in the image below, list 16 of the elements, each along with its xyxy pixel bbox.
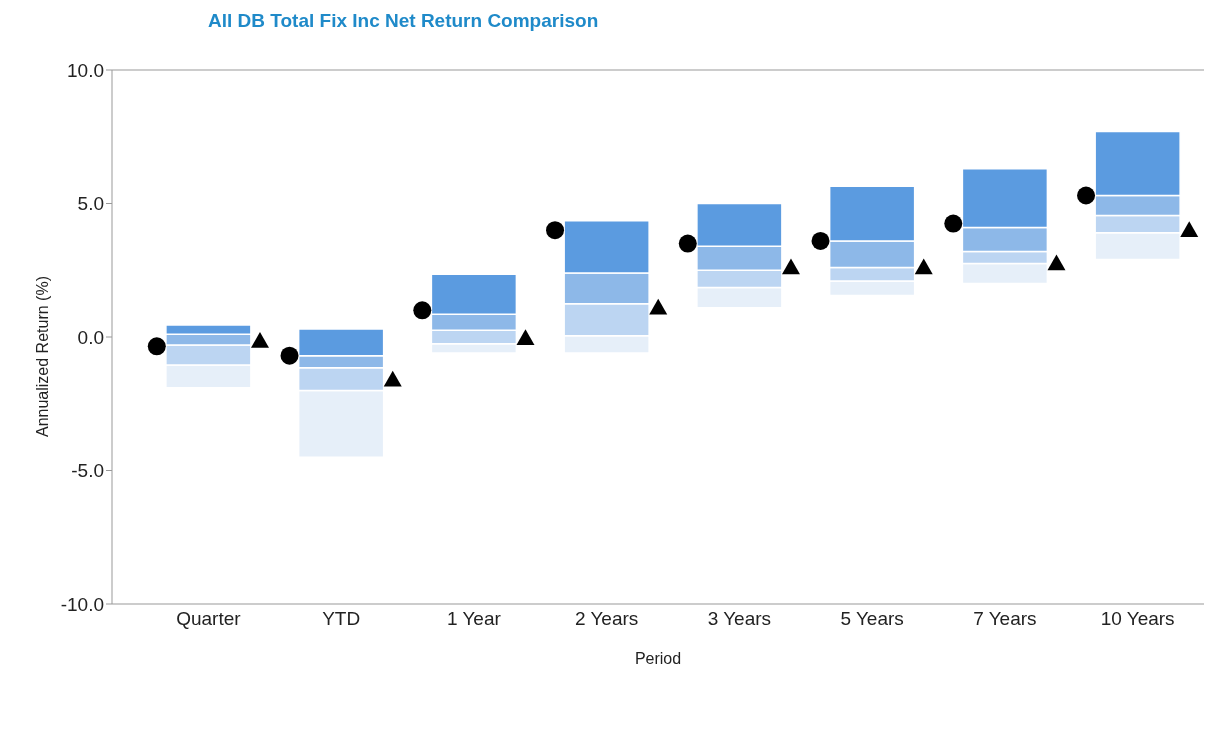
y-tick-label: 5.0 xyxy=(77,193,104,215)
y-tick-label: 0.0 xyxy=(77,326,104,348)
x-tick-label: 2 Years xyxy=(574,608,639,630)
chart-title: All DB Total Fix Inc Net Return Comparison xyxy=(208,10,599,32)
y-axis-title: Annualized Return (%) xyxy=(33,276,51,437)
x-tick-label: 10 Years xyxy=(1100,608,1175,630)
x-tick-label: 7 Years xyxy=(973,608,1037,630)
x-tick-label: 3 Years xyxy=(707,608,772,630)
y-tick-label: -5.0 xyxy=(71,460,104,482)
y-tick-label: -10.0 xyxy=(60,593,104,615)
x-tick-label: Quarter xyxy=(176,608,242,630)
x-axis-title: Period xyxy=(634,650,682,667)
x-tick-label: YTD xyxy=(322,608,361,630)
x-tick-label: 5 Years xyxy=(840,608,904,630)
x-tick-label: 1 Year xyxy=(446,608,502,630)
y-tick-label: 10.0 xyxy=(67,59,104,81)
